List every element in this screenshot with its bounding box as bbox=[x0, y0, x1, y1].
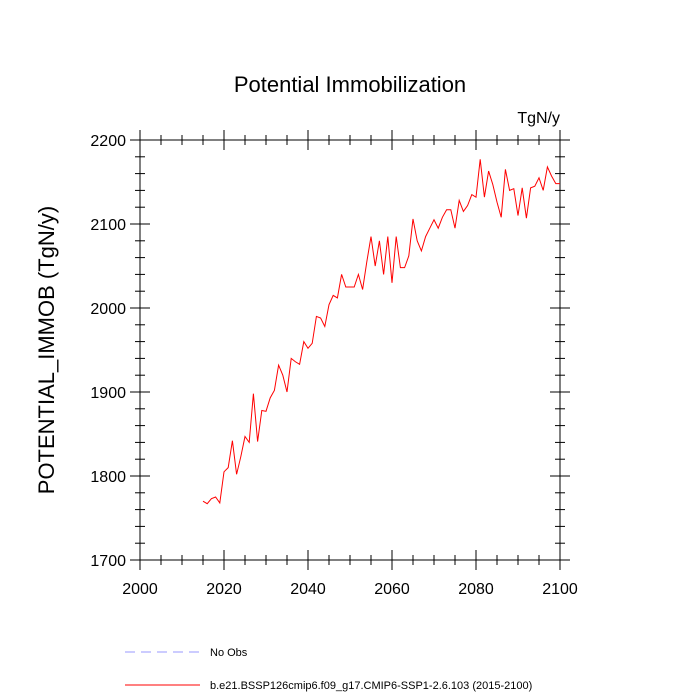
legend: No Obs b.e21.BSSP126cmip6.f09_g17.CMIP6-… bbox=[125, 647, 532, 692]
x-tick-label: 2020 bbox=[206, 581, 242, 598]
legend-label-no-obs: No Obs bbox=[210, 647, 248, 659]
legend-label-model: b.e21.BSSP126cmip6.f09_g17.CMIP6-SSP1-2.… bbox=[210, 680, 532, 692]
x-tick-label: 2040 bbox=[290, 581, 326, 598]
x-tick-label: 2060 bbox=[374, 581, 410, 598]
x-tick-label: 2100 bbox=[542, 581, 578, 598]
y-tick-label: 2000 bbox=[90, 301, 126, 318]
y-tick-label: 1900 bbox=[90, 385, 126, 402]
y-tick-label: 1700 bbox=[90, 553, 126, 570]
axis-tick-labels: 2000 2020 2040 2060 2080 2100 1700 1800 1900 2000… bbox=[90, 133, 577, 598]
axis-ticks bbox=[130, 130, 570, 570]
series-line-0 bbox=[202, 159, 560, 505]
y-tick-label: 2100 bbox=[90, 217, 126, 234]
series-lines bbox=[202, 159, 560, 505]
x-tick-label: 2000 bbox=[122, 581, 158, 598]
y-axis-label: POTENTIAL_IMMOB (TgN/y) bbox=[34, 206, 59, 494]
x-tick-label: 2080 bbox=[458, 581, 494, 598]
chart-title: Potential Immobilization bbox=[234, 72, 466, 97]
units-label: TgN/y bbox=[517, 110, 560, 127]
y-tick-label: 2200 bbox=[90, 133, 126, 150]
y-tick-label: 1800 bbox=[90, 469, 126, 486]
